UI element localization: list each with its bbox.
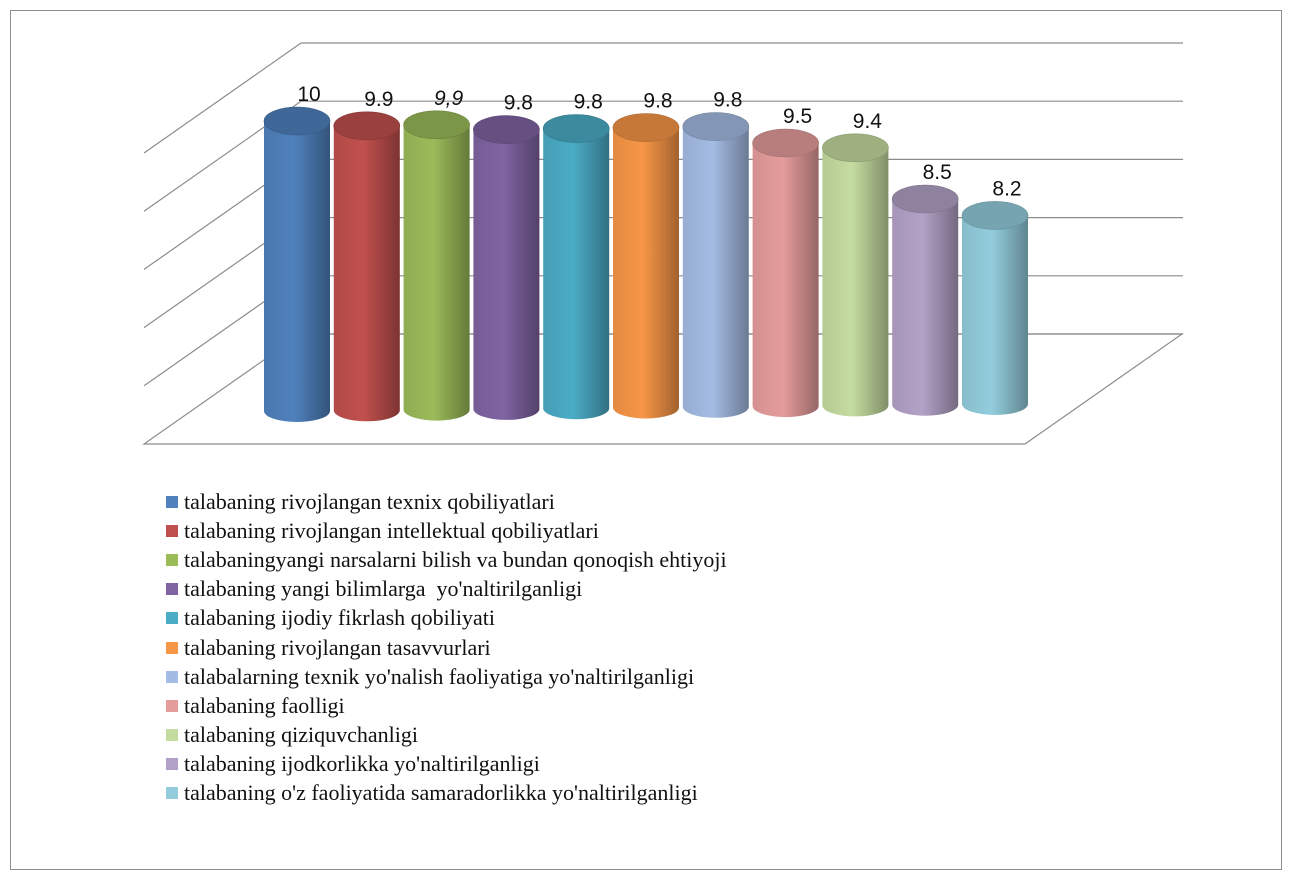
bar-top (263, 106, 331, 136)
legend-label: talabaning faolligi (184, 692, 345, 718)
bar-body (403, 124, 470, 421)
legend-swatch (166, 612, 178, 625)
legend-label: talabaning ijodkorlikka yo'naltirilganli… (184, 751, 540, 777)
bar-5 (542, 114, 610, 420)
bar-body (892, 199, 959, 416)
bar-body (543, 128, 610, 420)
bar-top (752, 128, 819, 158)
legend-label: talabaning qiziquvchanligi (184, 722, 418, 748)
legend-item: talabaning o'z faoliyatida samaradorlikk… (166, 779, 727, 808)
bar-6 (612, 113, 680, 419)
chart-floor (142, 333, 1184, 445)
bar-top (891, 184, 959, 214)
legend-swatch (166, 699, 178, 712)
bar-top (612, 113, 680, 142)
data-label: 9.5 (783, 105, 812, 128)
legend-swatch (166, 641, 178, 654)
bar-1 (263, 106, 331, 422)
data-label: 9.8 (643, 90, 672, 113)
bar-body (682, 126, 749, 418)
legend-label: talabaning rivojlangan intellektual qobi… (184, 517, 599, 543)
legend-swatch (166, 553, 178, 566)
bar-11 (961, 201, 1029, 415)
legend-swatch (166, 758, 178, 771)
data-label: 9,9 (434, 87, 464, 110)
legend-item: talabaning rivojlangan intellektual qobi… (166, 516, 727, 545)
bar-body (264, 121, 330, 422)
bar-10 (891, 184, 959, 416)
data-label: 9.8 (574, 91, 603, 114)
legend-swatch (166, 524, 178, 537)
chart-plot: 10 9.9 9,9 9.8 9.8 9.8 9.8 9.5 9.4 8.5 8.2 (142, 42, 1184, 445)
legend-label: talabaning rivojlangan tasavvurlari (184, 634, 491, 660)
legend-item: talabaningyangi narsalarni bilish va bun… (166, 545, 727, 574)
legend-label: talabaning yangi bilimlarga yo'naltirilg… (184, 576, 583, 602)
bar-9 (822, 133, 889, 417)
bar-top (542, 114, 610, 143)
bar-top (473, 115, 540, 144)
legend-item: talabaning rivojlangan texnix qobiliyatl… (166, 487, 727, 516)
bar-top (333, 111, 401, 141)
legend-label: talabaning rivojlangan texnix qobiliyatl… (184, 488, 555, 514)
legend-swatch (166, 729, 178, 742)
legend-swatch (166, 583, 178, 596)
legend-item: talabaning qiziquvchanligi (166, 721, 727, 750)
bar-top (682, 112, 750, 141)
bar-8 (752, 128, 819, 418)
bar-body (613, 127, 679, 419)
legend-item: talabaning yangi bilimlarga yo'naltirilg… (166, 575, 727, 604)
legend-item: talabaning rivojlangan tasavvurlari (166, 633, 727, 662)
data-labels: 10 9.9 9,9 9.8 9.8 9.8 9.8 9.5 9.4 8.5 8.2 (297, 83, 1021, 200)
bar-2 (333, 111, 401, 422)
legend-label: talabaningyangi narsalarni bilish va bun… (184, 546, 727, 572)
bar-top (822, 133, 889, 163)
chart-frame: 10 9.9 9,9 9.8 9.8 9.8 9.8 9.5 9.4 8.5 8.2 talaban… (10, 10, 1282, 870)
legend-label: talabaning o'z faoliyatida samaradorlikk… (184, 780, 698, 806)
data-label: 9.8 (713, 89, 742, 112)
legend-swatch (166, 787, 178, 800)
bar-7 (682, 112, 750, 418)
data-label: 9.9 (364, 88, 393, 111)
legend-item: talabaning ijodiy fikrlash qobiliyati (166, 604, 727, 633)
bar-body (822, 147, 889, 417)
bar-body (752, 143, 819, 418)
data-label: 8.5 (923, 161, 952, 184)
data-label: 10 (297, 83, 320, 106)
legend-item: talabalarning texnik yo'nalish faoliyati… (166, 662, 727, 691)
legend: talabaning rivojlangan texnix qobiliyatl… (166, 487, 727, 808)
legend-swatch (166, 495, 178, 508)
side-gridline (143, 42, 302, 154)
bars (263, 106, 1029, 422)
legend-label: talabalarning texnik yo'nalish faoliyati… (184, 663, 695, 689)
bar-body (333, 125, 400, 422)
bar-top (961, 201, 1029, 230)
legend-swatch (166, 670, 178, 683)
legend-item: talabaning faolligi (166, 691, 727, 720)
bar-body (473, 129, 540, 420)
legend-label: talabaning ijodiy fikrlash qobiliyati (184, 605, 495, 631)
legend-item: talabaning ijodkorlikka yo'naltirilganli… (166, 750, 727, 779)
data-label: 9.4 (853, 110, 883, 133)
data-label: 9.8 (504, 92, 533, 115)
bar-3 (403, 110, 470, 421)
bar-top (403, 110, 470, 140)
data-label: 8.2 (992, 177, 1021, 200)
bar-4 (473, 115, 540, 420)
bar-body (962, 215, 1028, 415)
